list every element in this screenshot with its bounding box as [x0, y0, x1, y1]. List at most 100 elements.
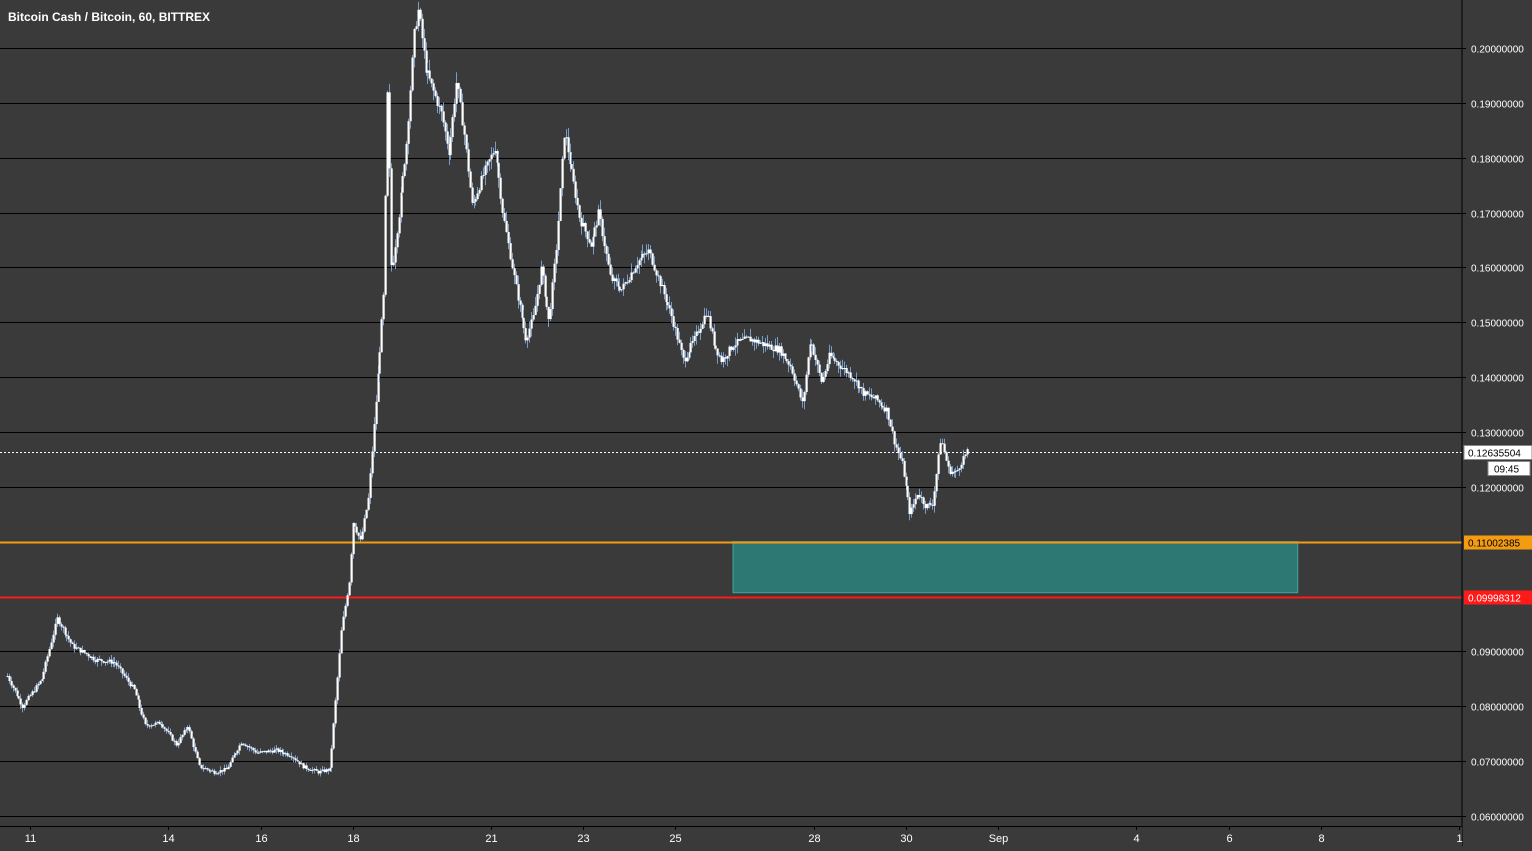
candle-body — [352, 523, 355, 555]
countdown-label: 09:45 — [1494, 465, 1519, 476]
candle-body — [92, 656, 95, 661]
candle-body — [597, 209, 600, 226]
candle-body — [922, 497, 925, 505]
candle-body — [736, 339, 739, 346]
candle-body — [513, 268, 516, 276]
time-tick-label: 14 — [162, 833, 174, 845]
candle-body — [98, 658, 101, 660]
candle-body — [689, 342, 692, 353]
candle-body — [880, 402, 883, 406]
candle-body — [476, 193, 479, 200]
candle-body — [192, 738, 195, 748]
candle-body — [135, 688, 138, 696]
candle-body — [688, 352, 691, 358]
price-axis-background — [1463, 0, 1532, 846]
candle-body — [340, 630, 343, 654]
candle-body — [311, 769, 314, 771]
candle-body — [294, 758, 297, 761]
candle-body — [663, 285, 666, 295]
candle-body — [432, 83, 435, 91]
price-axis[interactable]: 0.20000000 0.19000000 0.18000000 0.17000000… — [1461, 0, 1532, 846]
candle-body — [778, 346, 781, 353]
candle-body — [755, 339, 758, 343]
candle-body — [471, 187, 474, 203]
candle-body — [384, 195, 387, 295]
candle-body — [25, 700, 28, 705]
price-tick-label: 0.20000000 — [1471, 45, 1524, 56]
candle-body — [883, 407, 886, 412]
candle-body — [553, 263, 556, 283]
candle-body — [666, 302, 669, 306]
candle-body — [150, 725, 153, 727]
candle-body — [64, 627, 67, 635]
candle-body — [532, 315, 535, 320]
candle-body — [789, 364, 792, 367]
candle-body — [901, 458, 904, 461]
candle-body — [791, 366, 794, 374]
time-axis[interactable]: 11 14 16 18 21 23 25 28 30 Sep 4 6 8 1 — [0, 826, 1463, 846]
price-tick-label: 0.15000000 — [1471, 319, 1524, 330]
candle-body — [329, 767, 332, 771]
candle-body — [536, 293, 539, 306]
candle-body — [281, 749, 284, 753]
time-tick-label: 25 — [669, 833, 681, 845]
candle-body — [924, 504, 927, 509]
candle-body — [430, 78, 433, 84]
candle-body — [776, 345, 779, 353]
candle-body — [528, 328, 531, 338]
candle-body — [167, 730, 170, 733]
candle-body — [649, 249, 652, 254]
candle-body — [152, 724, 155, 726]
candle-body — [912, 504, 915, 508]
candle-body — [499, 177, 502, 199]
candle-body — [713, 331, 716, 346]
candle-body — [751, 339, 754, 342]
candle-body — [770, 344, 773, 350]
candle-body — [423, 38, 426, 51]
candle-body — [636, 265, 639, 269]
candle-body — [949, 466, 952, 474]
candle-body — [246, 746, 249, 748]
candle-body — [490, 154, 493, 160]
candle-body — [699, 328, 702, 333]
candle-body — [868, 394, 871, 396]
candle-body — [509, 243, 512, 260]
candle-body — [48, 648, 51, 657]
price-tick-label: 0.18000000 — [1471, 155, 1524, 166]
candle-body — [81, 650, 84, 653]
candle-body — [100, 659, 103, 662]
candle-body — [486, 161, 489, 166]
candle-body — [319, 770, 322, 774]
candle-body — [797, 384, 800, 389]
candle-body — [586, 231, 589, 240]
candle-body — [759, 342, 762, 344]
candle-body — [123, 673, 126, 676]
candle-body — [908, 497, 911, 515]
candle-body — [826, 364, 829, 372]
candle-body — [250, 747, 253, 749]
candle-body — [208, 769, 211, 771]
candle-body — [83, 650, 86, 653]
candle-body — [542, 266, 545, 276]
candle-body — [305, 765, 308, 769]
candle-body — [538, 284, 541, 294]
candle-body — [142, 714, 145, 718]
candle-body — [442, 111, 445, 123]
candle-body — [899, 452, 902, 459]
time-tick-label: 28 — [808, 833, 820, 845]
candle-body — [179, 737, 182, 743]
candle-body — [632, 272, 635, 274]
candle-body — [467, 149, 470, 172]
candle-body — [645, 253, 648, 255]
candle-body — [474, 199, 477, 202]
candle-body — [194, 747, 197, 752]
candle-body — [626, 282, 629, 284]
time-tick-label: 1 — [1456, 833, 1462, 845]
candle-body — [231, 757, 234, 763]
candle-body — [810, 344, 813, 346]
demand-zone-layer — [732, 541, 1299, 594]
demand-zone-rect[interactable] — [732, 541, 1299, 594]
candle-body — [277, 748, 280, 752]
